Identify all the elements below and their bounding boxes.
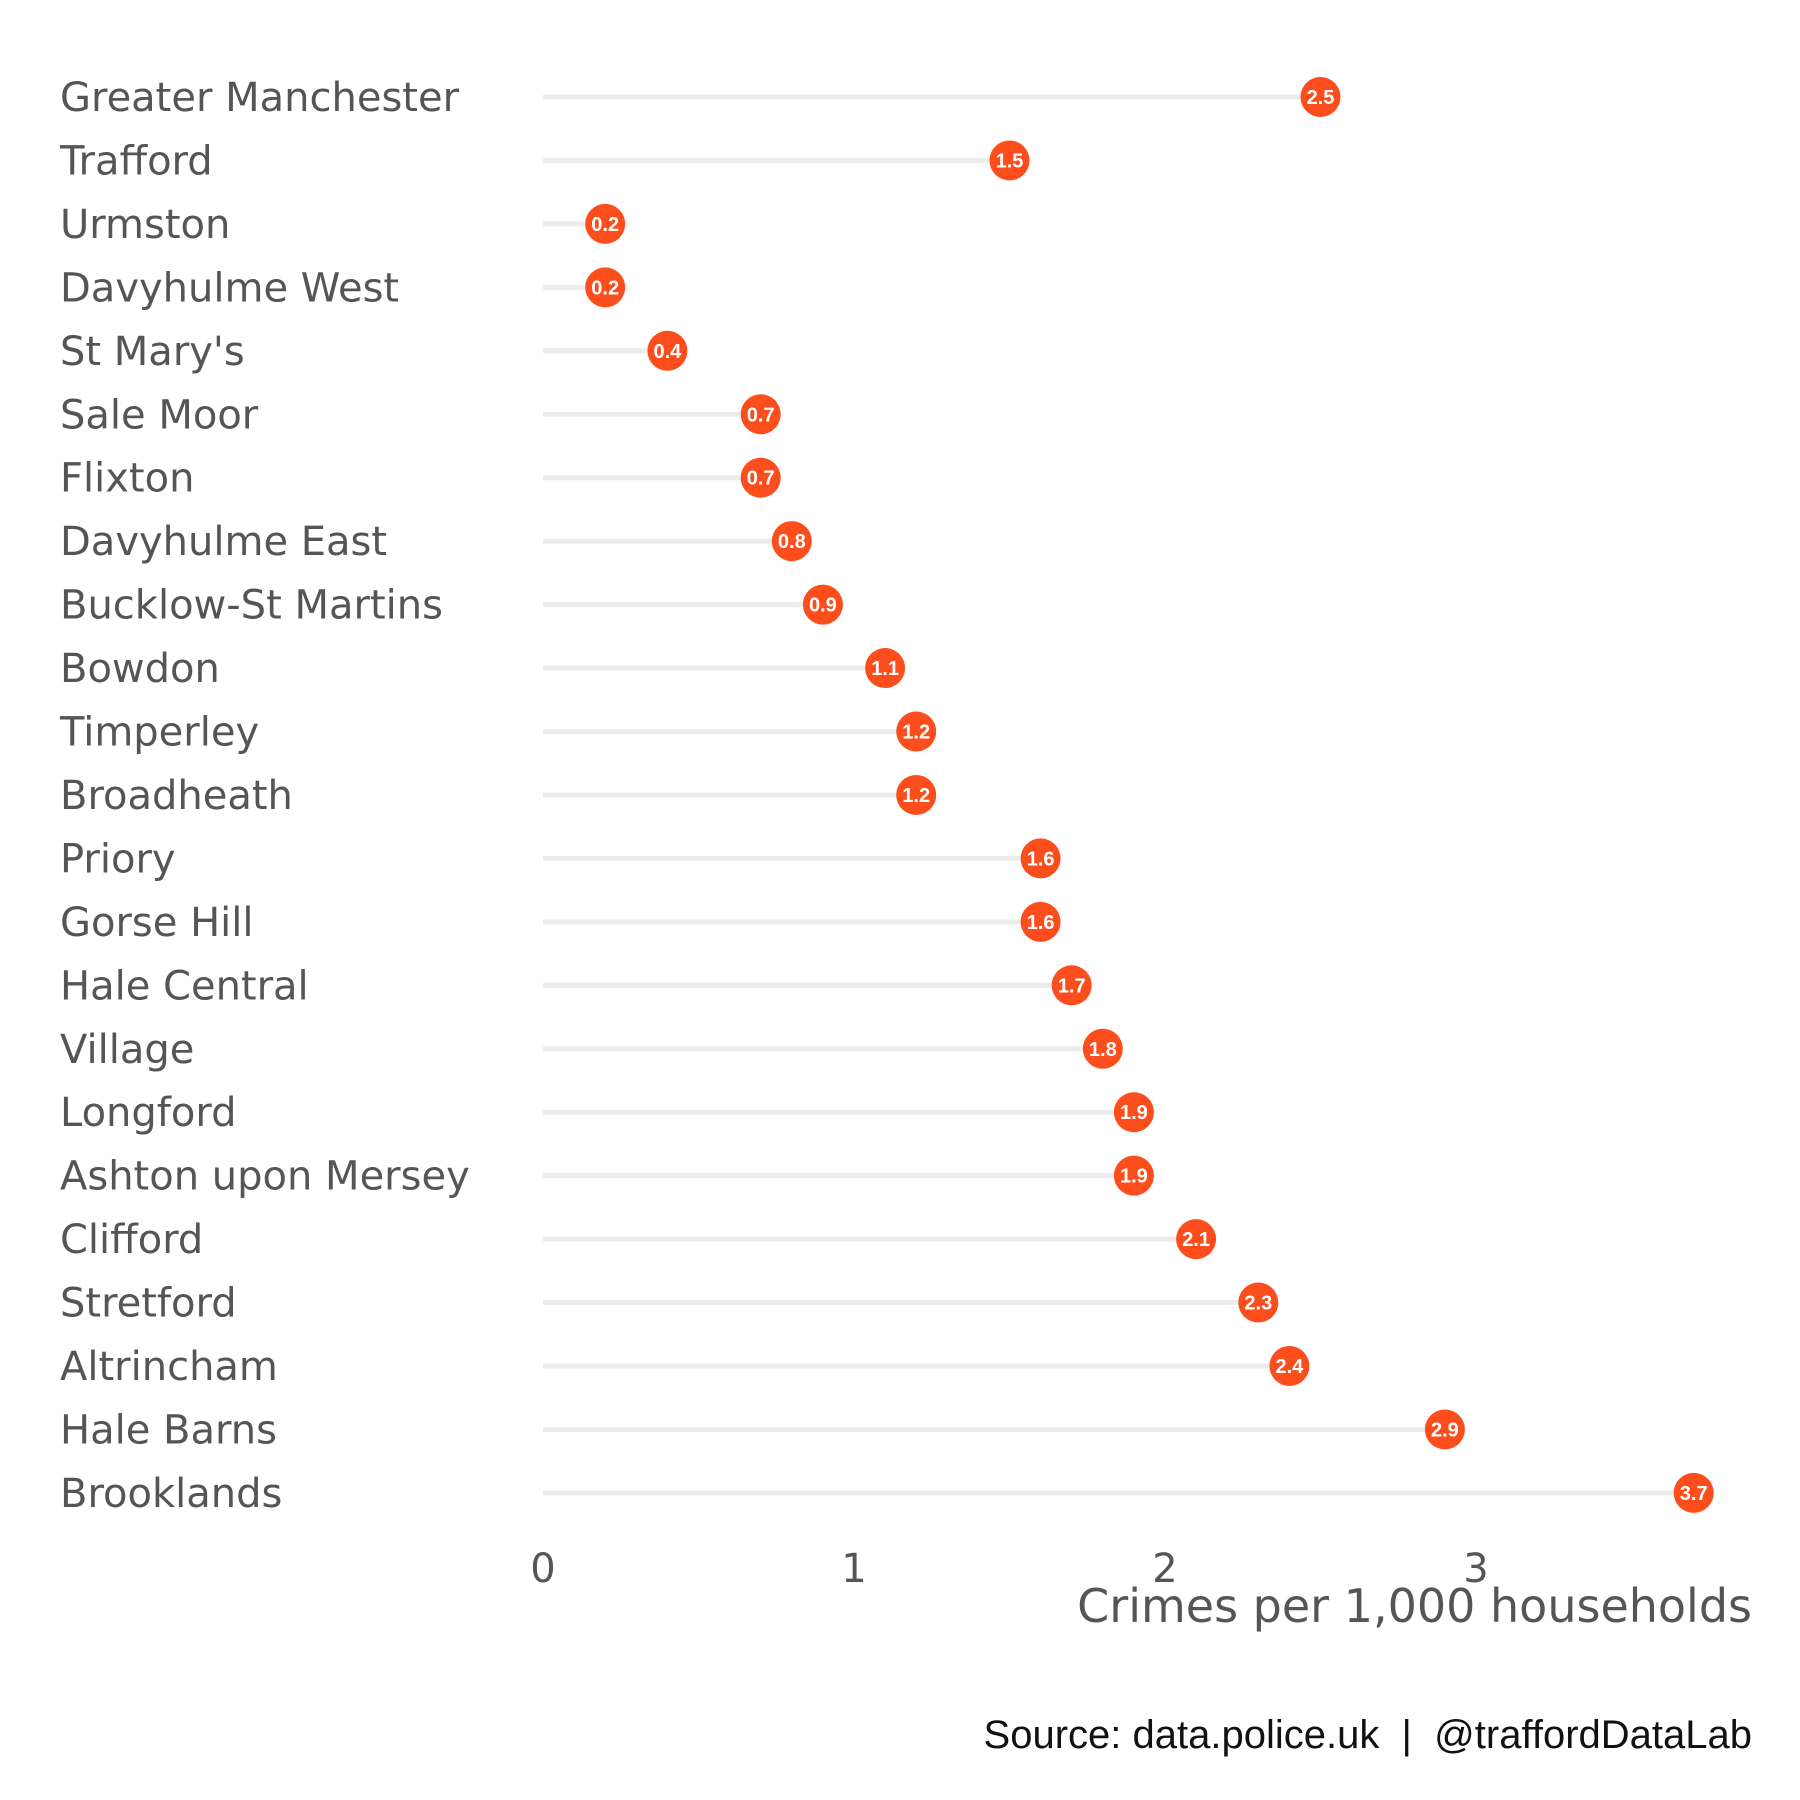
data-label: 1.8 <box>1089 1039 1117 1061</box>
data-label: 0.8 <box>778 531 806 553</box>
x-tick-label: 2 <box>1152 1546 1177 1592</box>
x-axis-ticks: 0 1 2 3 <box>530 1546 1488 1592</box>
data-point <box>1113 1155 1154 1196</box>
data-label: 0.4 <box>653 341 682 363</box>
category-label: Village <box>60 1027 194 1073</box>
data-point <box>865 648 906 689</box>
x-tick-label: 0 <box>530 1546 555 1592</box>
data-label: 3.7 <box>1680 1483 1708 1505</box>
rows-layer: Greater Manchester 2.5 Trafford 1.5 Urmston 0… <box>59 75 1714 1517</box>
data-label: 1.5 <box>996 150 1024 172</box>
data-label: 0.2 <box>591 214 619 236</box>
data-label: 2.1 <box>1182 1229 1210 1251</box>
data-label: 2.3 <box>1244 1293 1272 1315</box>
data-label: 2.9 <box>1431 1419 1459 1441</box>
data-point <box>1300 77 1341 117</box>
data-point <box>771 521 812 562</box>
data-label: 1.6 <box>1027 848 1055 870</box>
data-label: 1.9 <box>1120 1166 1148 1188</box>
data-label: 2.5 <box>1307 87 1335 109</box>
category-label: Brooklands <box>60 1471 282 1517</box>
category-label: Priory <box>60 836 176 882</box>
data-point <box>647 330 688 371</box>
x-tick-label: 3 <box>1463 1546 1488 1592</box>
data-point <box>740 457 781 498</box>
data-label: 0.2 <box>591 277 619 299</box>
category-label: Gorse Hill <box>60 900 254 946</box>
category-label: Clifford <box>60 1217 203 1263</box>
data-point <box>989 140 1030 181</box>
data-label: 0.7 <box>747 468 775 490</box>
category-label: Ashton upon Mersey <box>60 1154 470 1200</box>
category-label: Davyhulme West <box>60 265 399 311</box>
category-label: Altrincham <box>60 1344 278 1390</box>
data-point <box>1673 1472 1714 1513</box>
data-label: 1.2 <box>902 722 930 744</box>
data-label: 0.7 <box>747 404 775 426</box>
x-axis-title: Crimes per 1,000 households <box>1077 1579 1752 1633</box>
data-point <box>1113 1092 1154 1133</box>
source-caption: Source: data.police.uk | @traffordDataLa… <box>984 1713 1752 1757</box>
data-label: 1.2 <box>902 785 930 807</box>
data-point <box>1020 838 1061 879</box>
data-point <box>1082 1028 1123 1069</box>
category-label: Flixton <box>60 456 194 502</box>
category-label: Sale Moor <box>60 392 259 438</box>
category-label: Broadheath <box>60 773 293 819</box>
x-tick-label: 1 <box>841 1546 866 1592</box>
category-label: Bucklow-St Martins <box>60 583 443 629</box>
data-point <box>1051 965 1092 1006</box>
category-label: Davyhulme East <box>60 519 387 565</box>
data-label: 1.9 <box>1120 1102 1148 1124</box>
data-point <box>1424 1409 1465 1450</box>
data-point <box>585 203 626 244</box>
data-point <box>896 711 937 752</box>
category-label: Bowdon <box>60 646 220 692</box>
category-label: Hale Central <box>60 963 309 1009</box>
data-label: 1.1 <box>871 658 899 680</box>
data-point <box>802 584 843 625</box>
data-point <box>585 267 626 308</box>
data-label: 1.6 <box>1027 912 1055 934</box>
category-label: Greater Manchester <box>60 75 460 121</box>
category-label: Stretford <box>60 1281 237 1327</box>
data-point <box>1020 901 1061 942</box>
category-label: Hale Barns <box>60 1407 277 1453</box>
data-point <box>1238 1282 1279 1323</box>
category-label: Timperley <box>59 710 259 756</box>
data-point <box>740 394 781 435</box>
data-label: 1.7 <box>1058 975 1086 997</box>
category-label: Trafford <box>59 138 213 184</box>
data-label: 2.4 <box>1275 1356 1304 1378</box>
category-label: St Mary's <box>60 329 245 375</box>
data-point <box>896 774 937 815</box>
data-point <box>1176 1219 1217 1260</box>
category-label: Longford <box>60 1090 236 1136</box>
data-label: 0.9 <box>809 595 837 617</box>
data-point <box>1269 1346 1310 1386</box>
category-label: Urmston <box>60 202 230 248</box>
